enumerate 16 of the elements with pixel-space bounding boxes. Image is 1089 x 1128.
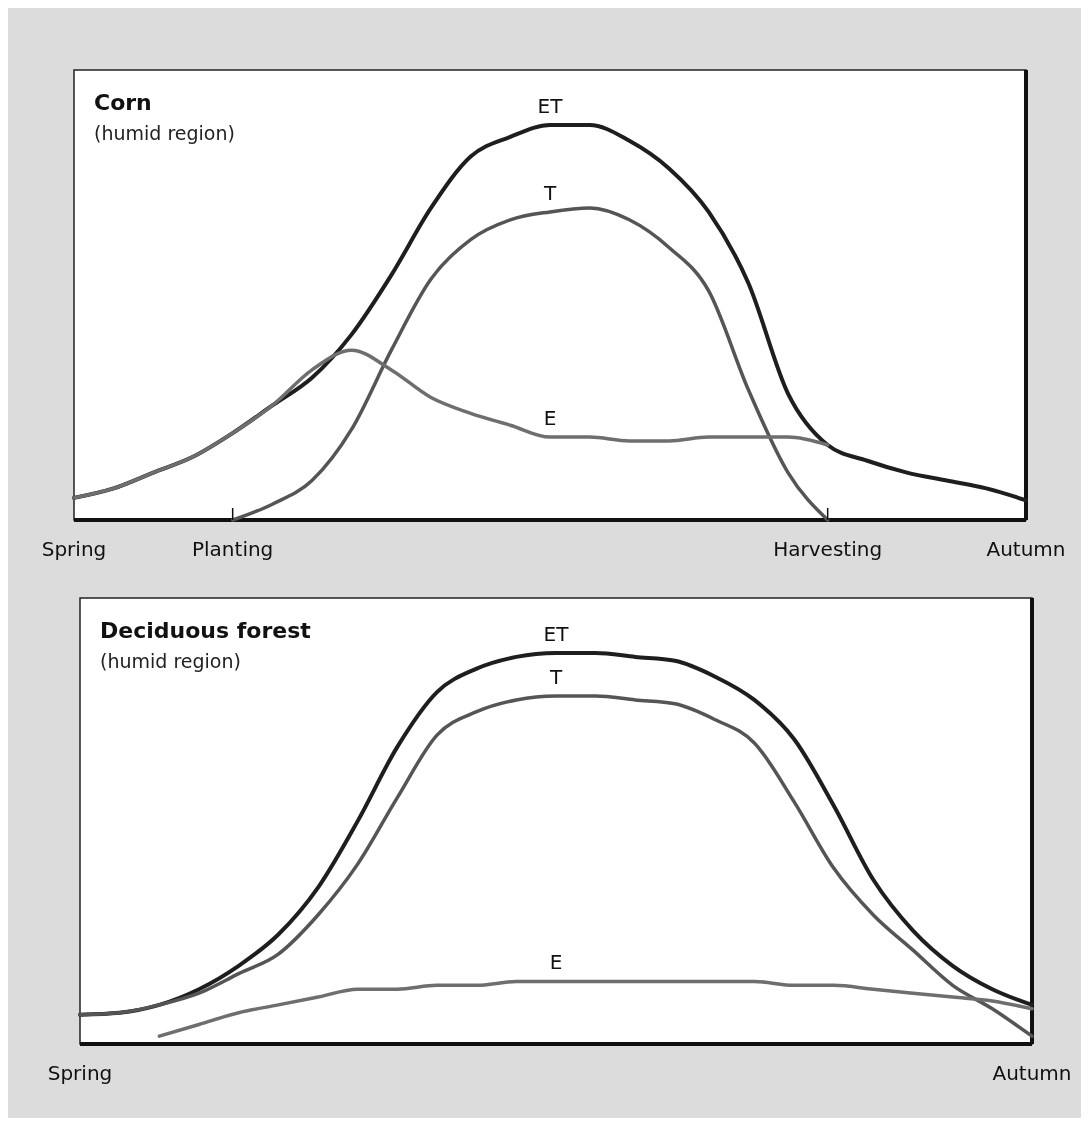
chart-subtitle: (humid region) — [100, 650, 241, 672]
x-tick-label: Planting — [192, 537, 274, 561]
series-label: ET — [543, 622, 570, 646]
chart-title: Deciduous forest — [100, 618, 312, 643]
x-tick-label: Autumn — [986, 537, 1066, 561]
x-tick-label: Spring — [47, 1061, 113, 1085]
series-label: E — [543, 406, 557, 431]
series-label: ET — [537, 94, 564, 118]
chart-title: Corn — [94, 90, 152, 115]
x-tick-label: Harvesting — [773, 537, 883, 561]
series-label: T — [548, 665, 563, 690]
x-tick-label: Spring — [41, 537, 107, 561]
chart-subtitle: (humid region) — [94, 122, 235, 144]
series-label: E — [549, 950, 563, 975]
series-label: T — [542, 180, 557, 205]
x-tick-label: Autumn — [992, 1061, 1072, 1085]
